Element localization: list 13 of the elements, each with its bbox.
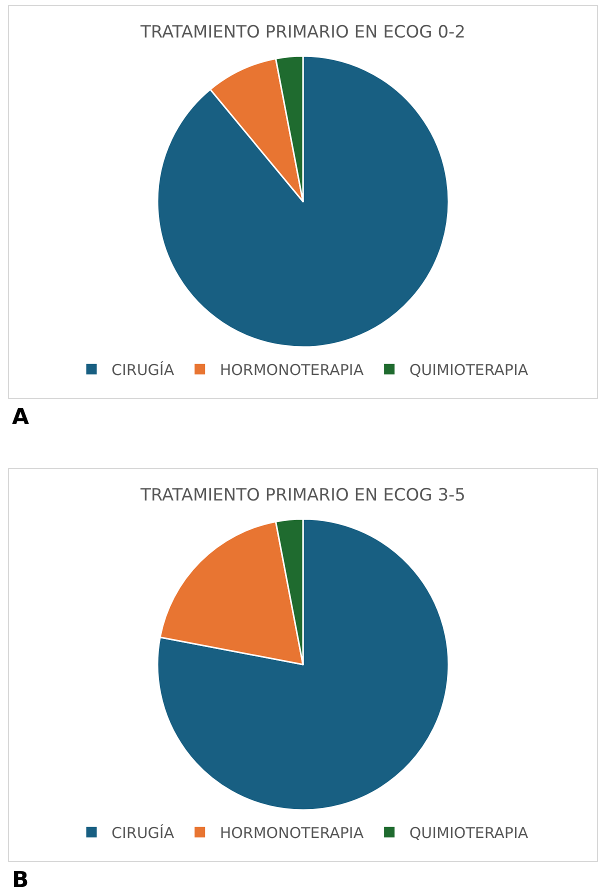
legend-label: CIRUGÍA [112, 824, 175, 842]
chart-title: TRATAMIENTO PRIMARIO EN ECOG 0-2 [139, 22, 466, 42]
pie-slice [157, 518, 450, 811]
legend-label: CIRUGÍA [112, 360, 175, 379]
chart-title: TRATAMIENTO PRIMARIO EN ECOG 3-5 [139, 486, 466, 506]
pie-slice [156, 55, 450, 348]
legend-label: HORMONOTERAPIA [220, 824, 364, 842]
text: A [12, 405, 30, 430]
legend-label: HORMONOTERAPIA [220, 360, 364, 379]
pie-slice [210, 58, 304, 202]
text: B [12, 868, 30, 893]
legend-label: QUIMIOTERAPIA [409, 360, 529, 379]
legend-label: QUIMIOTERAPIA [409, 824, 529, 842]
